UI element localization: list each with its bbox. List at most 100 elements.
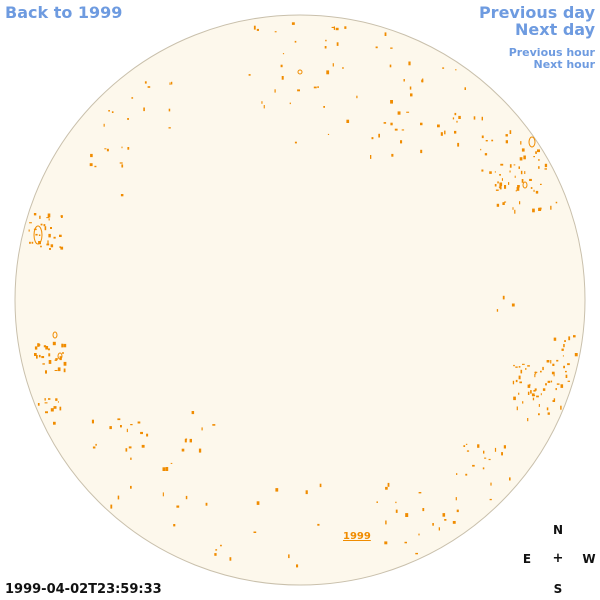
contour-mark bbox=[383, 122, 387, 124]
contour-mark bbox=[395, 509, 398, 513]
contour-mark bbox=[215, 549, 218, 551]
contour-mark bbox=[229, 557, 232, 561]
back-to-year-link[interactable]: Back to 1999 bbox=[5, 3, 123, 22]
contour-mark bbox=[505, 140, 508, 144]
contour-mark bbox=[61, 343, 64, 348]
contour-oval bbox=[528, 136, 536, 148]
contour-mark bbox=[440, 132, 443, 136]
contour-mark bbox=[455, 497, 457, 501]
contour-mark bbox=[48, 348, 50, 351]
contour-mark bbox=[41, 356, 45, 359]
next-hour-link[interactable]: Next hour bbox=[533, 58, 596, 71]
contour-mark bbox=[44, 398, 46, 401]
contour-mark bbox=[46, 217, 50, 219]
contour-mark bbox=[274, 31, 277, 33]
contour-mark bbox=[59, 406, 62, 411]
contour-mark bbox=[125, 448, 128, 452]
contour-mark bbox=[504, 185, 507, 189]
contour-mark bbox=[444, 130, 446, 135]
contour-mark bbox=[108, 110, 110, 112]
contour-mark bbox=[484, 153, 488, 156]
contour-mark bbox=[562, 355, 564, 357]
contour-mark bbox=[545, 383, 547, 386]
contour-mark bbox=[544, 163, 548, 168]
contour-mark bbox=[538, 413, 540, 416]
contour-mark bbox=[256, 28, 259, 31]
contour-mark bbox=[313, 86, 317, 89]
contour-mark bbox=[385, 486, 388, 490]
contour-mark bbox=[36, 355, 38, 359]
contour-mark bbox=[540, 393, 542, 396]
year-label-link[interactable]: 1999 bbox=[343, 531, 371, 542]
contour-mark bbox=[561, 348, 564, 351]
contour-mark bbox=[214, 553, 217, 556]
contour-mark bbox=[171, 81, 173, 85]
contour-mark bbox=[62, 352, 64, 354]
contour-mark bbox=[120, 194, 124, 197]
observation-timestamp: 1999-04-02T23:59:33 bbox=[5, 582, 162, 597]
contour-mark bbox=[91, 419, 94, 424]
contour-mark bbox=[512, 380, 515, 385]
contour-mark bbox=[28, 229, 30, 232]
contour-mark bbox=[494, 184, 497, 187]
contour-mark bbox=[50, 227, 52, 229]
contour-mark bbox=[533, 390, 536, 392]
contour-mark bbox=[518, 375, 521, 380]
contour-mark bbox=[454, 130, 457, 134]
contour-mark bbox=[408, 61, 411, 66]
previous-hour-link[interactable]: Previous hour bbox=[508, 46, 595, 59]
contour-mark bbox=[390, 100, 393, 104]
contour-mark bbox=[547, 412, 550, 415]
contour-mark bbox=[189, 438, 192, 443]
contour-mark bbox=[524, 171, 526, 174]
contour-mark bbox=[563, 365, 565, 369]
contour-mark bbox=[40, 223, 43, 226]
contour-mark bbox=[550, 380, 553, 383]
contour-mark bbox=[50, 408, 54, 412]
contour-mark bbox=[59, 246, 61, 248]
contour-mark bbox=[485, 140, 488, 142]
contour-mark bbox=[472, 464, 475, 467]
contour-mark bbox=[297, 89, 300, 92]
contour-mark bbox=[319, 483, 322, 488]
contour-mark bbox=[517, 185, 520, 188]
previous-day-link[interactable]: Previous day bbox=[478, 3, 595, 22]
contour-mark bbox=[420, 149, 423, 154]
next-day-link[interactable]: Next day bbox=[515, 20, 595, 39]
contour-mark bbox=[519, 201, 521, 205]
contour-mark bbox=[95, 443, 97, 446]
contour-mark bbox=[325, 39, 327, 42]
contour-mark bbox=[37, 343, 40, 347]
contour-mark bbox=[31, 241, 34, 244]
contour-mark bbox=[457, 142, 460, 147]
contour-mark bbox=[294, 40, 297, 43]
contour-mark bbox=[280, 64, 283, 68]
contour-mark bbox=[390, 122, 393, 126]
contour-mark bbox=[120, 425, 122, 428]
contour-mark bbox=[516, 406, 518, 411]
contour-mark bbox=[494, 171, 496, 173]
contour-mark bbox=[529, 178, 532, 181]
contour-mark bbox=[53, 236, 56, 239]
contour-mark bbox=[444, 519, 447, 521]
contour-mark bbox=[519, 381, 522, 384]
contour-mark bbox=[495, 189, 499, 191]
contour-mark bbox=[509, 170, 511, 173]
contour-mark bbox=[527, 384, 531, 388]
contour-mark bbox=[515, 366, 518, 368]
contour-oval bbox=[33, 225, 43, 245]
contour-mark bbox=[502, 295, 505, 300]
contour-mark bbox=[499, 186, 502, 190]
contour-mark bbox=[501, 178, 503, 181]
contour-mark bbox=[130, 457, 132, 460]
contour-mark bbox=[54, 359, 58, 361]
contour-mark bbox=[130, 485, 132, 489]
contour-mark bbox=[141, 444, 145, 448]
contour-mark bbox=[483, 450, 485, 454]
contour-mark bbox=[43, 345, 47, 348]
contour-mark bbox=[342, 67, 344, 69]
contour-mark bbox=[390, 47, 393, 49]
contour-mark bbox=[42, 363, 45, 365]
contour-mark bbox=[537, 149, 540, 153]
